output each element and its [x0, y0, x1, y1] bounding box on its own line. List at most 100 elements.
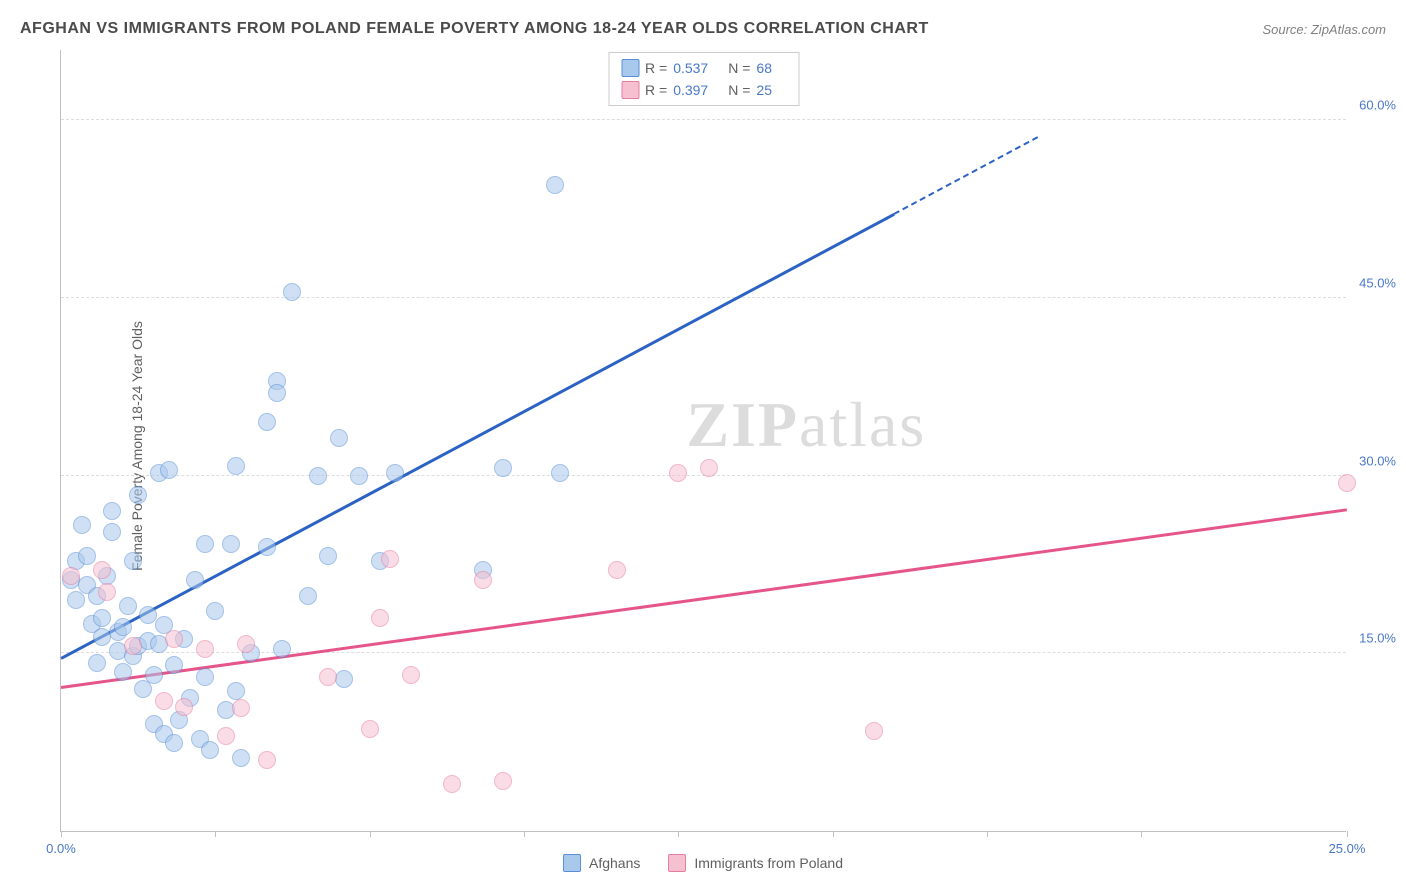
y-tick-label: 45.0%: [1359, 275, 1396, 290]
data-point: [361, 720, 379, 738]
data-point: [186, 571, 204, 589]
data-point: [227, 457, 245, 475]
chart-container: AFGHAN VS IMMIGRANTS FROM POLAND FEMALE …: [0, 0, 1406, 892]
gridline: [61, 119, 1346, 120]
data-point: [268, 384, 286, 402]
data-point: [319, 547, 337, 565]
y-tick-label: 30.0%: [1359, 453, 1396, 468]
data-point: [103, 502, 121, 520]
x-tick: [678, 831, 679, 837]
data-point: [201, 741, 219, 759]
stats-row-afghans: R = 0.537 N = 68: [621, 57, 786, 79]
legend-bottom: Afghans Immigrants from Poland: [563, 854, 843, 872]
data-point: [62, 567, 80, 585]
data-point: [129, 486, 147, 504]
data-point: [119, 597, 137, 615]
data-point: [93, 561, 111, 579]
data-point: [232, 699, 250, 717]
data-point: [273, 640, 291, 658]
data-point: [371, 609, 389, 627]
r-value-poland: 0.397: [673, 82, 708, 98]
data-point: [103, 523, 121, 541]
data-point: [73, 516, 91, 534]
trend-line: [60, 213, 894, 660]
data-point: [88, 654, 106, 672]
data-point: [145, 666, 163, 684]
data-point: [700, 459, 718, 477]
data-point: [206, 602, 224, 620]
header: AFGHAN VS IMMIGRANTS FROM POLAND FEMALE …: [20, 20, 1386, 38]
watermark: ZIPatlas: [686, 388, 926, 462]
x-tick: [61, 831, 62, 837]
data-point: [402, 666, 420, 684]
y-tick-label: 15.0%: [1359, 631, 1396, 646]
n-label: N =: [728, 60, 750, 76]
data-point: [160, 461, 178, 479]
data-point: [98, 583, 116, 601]
data-point: [78, 547, 96, 565]
x-tick: [215, 831, 216, 837]
data-point: [494, 772, 512, 790]
x-tick: [1141, 831, 1142, 837]
data-point: [114, 663, 132, 681]
data-point: [330, 429, 348, 447]
data-point: [386, 464, 404, 482]
data-point: [227, 682, 245, 700]
data-point: [309, 467, 327, 485]
stats-row-poland: R = 0.397 N = 25: [621, 79, 786, 101]
data-point: [196, 668, 214, 686]
data-point: [494, 459, 512, 477]
r-label: R =: [645, 60, 667, 76]
data-point: [175, 698, 193, 716]
data-point: [474, 571, 492, 589]
data-point: [165, 734, 183, 752]
x-tick: [833, 831, 834, 837]
data-point: [124, 552, 142, 570]
x-tick: [987, 831, 988, 837]
data-point: [1338, 474, 1356, 492]
n-value-poland: 25: [756, 82, 772, 98]
source-attribution: Source: ZipAtlas.com: [1262, 22, 1386, 37]
data-point: [93, 609, 111, 627]
trend-line-dashed: [894, 136, 1039, 215]
x-tick-label: 25.0%: [1329, 841, 1366, 856]
data-point: [217, 727, 235, 745]
x-tick: [1347, 831, 1348, 837]
y-tick-label: 60.0%: [1359, 98, 1396, 113]
r-value-afghans: 0.537: [673, 60, 708, 76]
chart-title: AFGHAN VS IMMIGRANTS FROM POLAND FEMALE …: [20, 20, 929, 38]
data-point: [258, 413, 276, 431]
legend-swatch-afghans: [563, 854, 581, 872]
data-point: [237, 635, 255, 653]
data-point: [608, 561, 626, 579]
x-tick: [370, 831, 371, 837]
x-tick: [524, 831, 525, 837]
swatch-afghans: [621, 59, 639, 77]
data-point: [155, 692, 173, 710]
data-point: [319, 668, 337, 686]
r-label: R =: [645, 82, 667, 98]
data-point: [865, 722, 883, 740]
n-value-afghans: 68: [756, 60, 772, 76]
data-point: [196, 640, 214, 658]
plot-area: ZIPatlas R = 0.537 N = 68 R = 0.397 N = …: [60, 50, 1346, 832]
data-point: [443, 775, 461, 793]
data-point: [67, 591, 85, 609]
data-point: [114, 618, 132, 636]
data-point: [258, 538, 276, 556]
data-point: [165, 656, 183, 674]
data-point: [551, 464, 569, 482]
stats-legend-box: R = 0.537 N = 68 R = 0.397 N = 25: [608, 52, 799, 106]
data-point: [222, 535, 240, 553]
legend-label-poland: Immigrants from Poland: [694, 855, 843, 871]
legend-item-poland: Immigrants from Poland: [668, 854, 843, 872]
gridline: [61, 297, 1346, 298]
legend-swatch-poland: [668, 854, 686, 872]
legend-label-afghans: Afghans: [589, 855, 640, 871]
data-point: [196, 535, 214, 553]
data-point: [232, 749, 250, 767]
swatch-poland: [621, 81, 639, 99]
n-label: N =: [728, 82, 750, 98]
legend-item-afghans: Afghans: [563, 854, 640, 872]
data-point: [546, 176, 564, 194]
